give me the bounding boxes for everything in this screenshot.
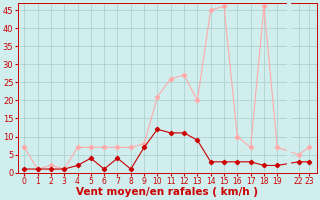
X-axis label: Vent moyen/en rafales ( km/h ): Vent moyen/en rafales ( km/h ) [76,187,258,197]
